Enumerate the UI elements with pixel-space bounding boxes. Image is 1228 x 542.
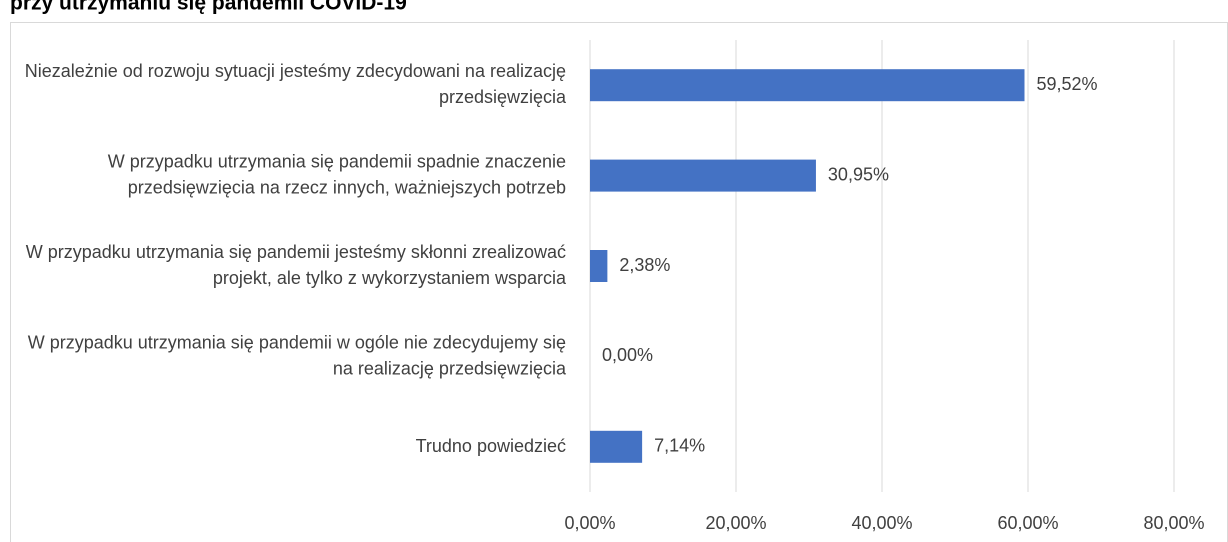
y-tick-label: Trudno powiedzieć [416, 436, 566, 456]
y-tick-label: Niezależnie od rozwoju sytuacji jesteśmy… [25, 61, 567, 107]
data-label: 7,14% [654, 436, 705, 456]
chart-title: przy utrzymaniu się pandemii COVID-19 [10, 0, 407, 15]
x-tick-label: 20,00% [705, 513, 766, 533]
data-label: 30,95% [828, 164, 889, 184]
data-label: 59,52% [1036, 74, 1097, 94]
x-tick-label: 80,00% [1143, 513, 1204, 533]
x-tick-label: 60,00% [997, 513, 1058, 533]
y-tick-label: W przypadku utrzymania się pandemii jest… [26, 242, 567, 288]
bar [590, 159, 816, 192]
x-tick-label: 40,00% [851, 513, 912, 533]
x-tick-label: 0,00% [564, 513, 615, 533]
data-label: 2,38% [619, 255, 670, 275]
y-tick-label: W przypadku utrzymania się pandemii w og… [28, 332, 567, 378]
bar [590, 430, 643, 463]
y-tick-label: W przypadku utrzymania się pandemii spad… [108, 151, 566, 197]
title-bg [0, 0, 560, 20]
bar [590, 69, 1025, 102]
data-label: 0,00% [602, 345, 653, 365]
bar [590, 250, 608, 282]
